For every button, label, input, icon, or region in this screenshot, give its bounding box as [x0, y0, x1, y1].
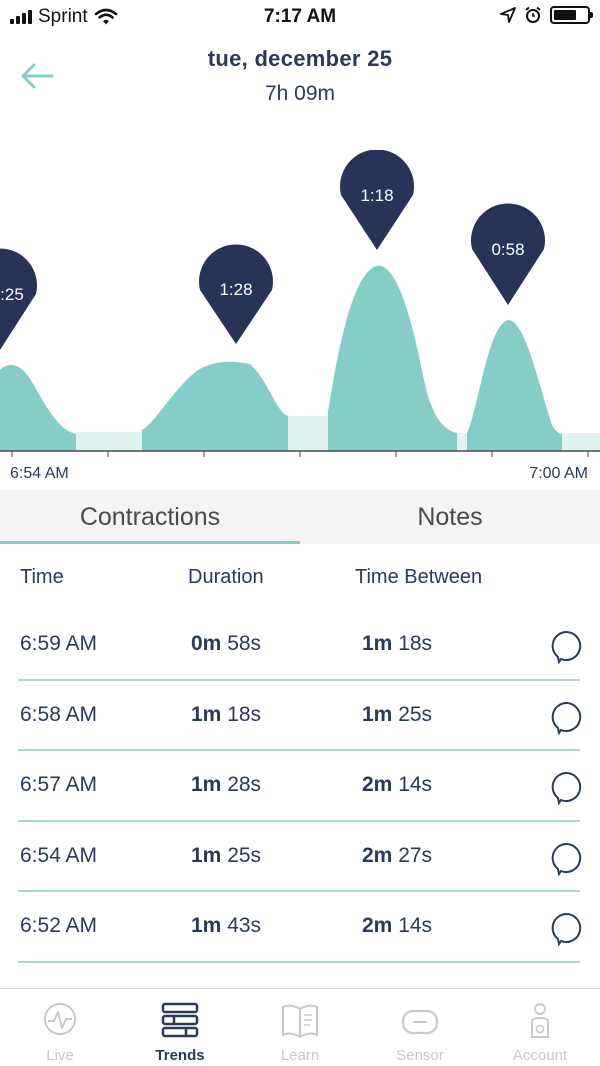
row-time-between: 2m 14s — [362, 914, 433, 937]
duration-marker[interactable]: :25 — [0, 248, 37, 350]
wifi-icon — [94, 8, 117, 25]
carrier-name: Sprint — [38, 6, 88, 27]
contractions-list: 6:59 AM 0m 58s 1m 18s 6:58 AM 1m 18s 1m … — [0, 610, 600, 963]
duration-marker[interactable]: 1:18 — [340, 150, 414, 250]
note-bubble-icon[interactable] — [550, 842, 582, 876]
contraction-chart: 6:54 AM 7:00 AM :25 1:28 1:18 0:58 — [0, 150, 600, 482]
note-bubble-icon[interactable] — [550, 701, 582, 735]
trends-icon — [161, 1002, 199, 1038]
note-bubble-icon[interactable] — [550, 771, 582, 805]
row-duration: 1m 25s — [191, 843, 262, 867]
row-time-between: 2m 14s — [362, 773, 433, 796]
x-tick-label-end: 7:00 AM — [529, 465, 588, 482]
heart-pulse-icon — [44, 1003, 76, 1035]
signal-icon — [10, 10, 32, 24]
row-divider — [18, 960, 580, 963]
nav-item-sensor[interactable]: Sensor — [360, 989, 480, 1066]
page-title: tue, december 25 — [207, 46, 393, 71]
account-icon — [531, 1003, 549, 1038]
column-header-time: Time — [20, 566, 64, 588]
tab-contractions[interactable]: Contractions — [0, 490, 300, 544]
row-time: 6:59 AM — [20, 632, 98, 655]
row-time-between: 1m 25s — [362, 702, 433, 726]
row-time: 6:52 AM — [20, 914, 98, 937]
gap-region — [457, 433, 467, 451]
status-time: 7:17 AM — [263, 6, 337, 27]
nav-item-learn[interactable]: Learn — [240, 989, 360, 1066]
row-duration: 1m 18s — [191, 702, 262, 726]
nav-item-live[interactable]: Live — [0, 989, 120, 1066]
duration-marker-label: 1:28 — [219, 280, 252, 299]
nav-label: Trends — [155, 1047, 205, 1064]
row-time-between: 2m 27s — [362, 843, 433, 867]
note-bubble-icon[interactable] — [550, 912, 582, 946]
gap-region — [562, 433, 600, 451]
duration-marker[interactable]: 1:28 — [199, 244, 273, 344]
row-time: 6:54 AM — [20, 843, 98, 867]
book-icon — [282, 1004, 318, 1039]
table-header: Time Duration Time Between — [0, 560, 600, 596]
table-row[interactable]: 6:52 AM 1m 43s 2m 14s — [0, 892, 600, 963]
bottom-nav: Live Trends Learn Sensor Acco — [0, 988, 600, 1066]
tab-notes[interactable]: Notes — [417, 503, 483, 531]
row-time-between: 1m 18s — [362, 632, 433, 655]
row-divider — [18, 819, 580, 822]
battery-icon — [550, 6, 593, 24]
gap-region — [76, 432, 142, 451]
row-time: 6:58 AM — [20, 702, 98, 726]
status-bar: Sprint 7:17 AM — [0, 0, 600, 34]
location-icon — [500, 7, 516, 23]
duration-marker-label: 0:58 — [491, 240, 524, 259]
alarm-icon — [525, 6, 541, 23]
contraction-curve-3 — [328, 265, 457, 451]
column-header-time-between: Time Between — [355, 566, 483, 588]
duration-marker-label: :25 — [0, 285, 24, 304]
x-tick-label-start: 6:54 AM — [10, 465, 69, 482]
contraction-curve-4 — [467, 320, 562, 451]
back-arrow-icon[interactable] — [18, 60, 58, 92]
table-row[interactable]: 6:58 AM 1m 18s 1m 25s — [0, 681, 600, 751]
note-bubble-icon[interactable] — [550, 630, 582, 664]
contraction-curve-1 — [0, 364, 76, 451]
row-duration: 1m 43s — [191, 914, 262, 937]
row-divider — [18, 749, 580, 751]
duration-marker-label: 1:18 — [360, 186, 393, 205]
total-duration: 7h 09m — [264, 82, 336, 105]
nav-label: Live — [46, 1047, 74, 1064]
row-time: 6:57 AM — [20, 773, 98, 796]
table-row[interactable]: 6:59 AM 0m 58s 1m 18s — [0, 610, 600, 681]
duration-marker[interactable]: 0:58 — [471, 203, 545, 305]
tab-bar: Contractions Notes — [0, 490, 600, 544]
row-duration: 1m 28s — [191, 773, 262, 796]
nav-item-trends[interactable]: Trends — [120, 989, 240, 1066]
sensor-icon — [401, 1009, 439, 1035]
gap-region — [288, 416, 328, 451]
row-duration: 0m 58s — [191, 632, 262, 655]
contraction-curve-2 — [142, 361, 288, 451]
table-row[interactable]: 6:57 AM 1m 28s 2m 14s — [0, 751, 600, 822]
nav-label: Account — [512, 1047, 568, 1064]
row-divider — [18, 678, 580, 681]
nav-label: Learn — [280, 1047, 320, 1064]
table-row[interactable]: 6:54 AM 1m 25s 2m 27s — [0, 822, 600, 892]
row-divider — [18, 890, 580, 892]
nav-item-account[interactable]: Account — [480, 989, 600, 1066]
nav-label: Sensor — [396, 1047, 444, 1064]
column-header-duration: Duration — [188, 566, 264, 588]
